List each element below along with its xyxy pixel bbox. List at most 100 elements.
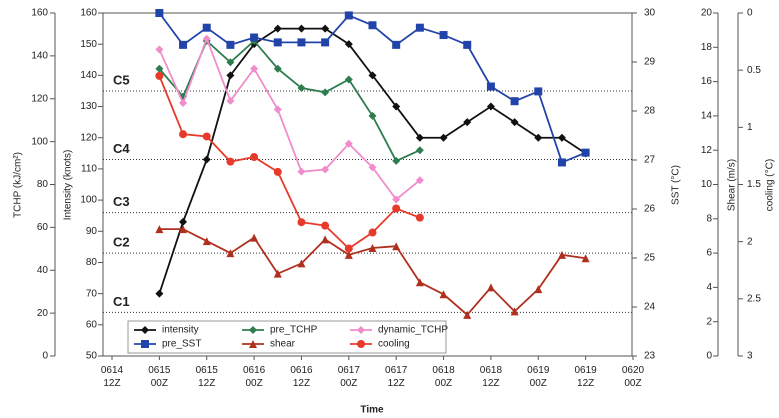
marker <box>344 40 353 49</box>
threshold-label: C3 <box>113 194 130 209</box>
marker <box>297 167 306 176</box>
marker <box>321 38 330 47</box>
marker <box>415 213 424 222</box>
y-tick-label: 70 <box>86 288 98 299</box>
marker <box>273 167 282 176</box>
series-line <box>158 75 421 250</box>
x-tick-label: 0614 12Z <box>101 365 124 389</box>
marker <box>297 218 306 227</box>
marker <box>179 217 188 226</box>
marker <box>510 118 519 127</box>
marker <box>179 130 188 139</box>
y-tick-label: 1 <box>747 122 753 133</box>
y-tick-label: 2 <box>706 316 712 327</box>
marker <box>368 71 377 80</box>
y-axis-title: cooling (°C) <box>765 159 776 211</box>
marker <box>179 225 188 234</box>
y-tick-label: 60 <box>86 319 98 330</box>
marker <box>368 228 377 237</box>
y-tick-label: 40 <box>37 265 49 276</box>
marker <box>202 237 211 246</box>
y-tick-label: 1.5 <box>747 179 761 190</box>
y-tick-label: 27 <box>644 155 656 166</box>
marker <box>486 283 495 292</box>
y-tick-label: 120 <box>31 93 48 104</box>
y-tick-label: 3 <box>747 351 753 362</box>
y-tick-label: 160 <box>80 8 97 19</box>
marker <box>510 307 519 316</box>
x-tick-label: 0615 00Z <box>148 365 171 389</box>
marker <box>392 102 401 111</box>
y-tick-label: 100 <box>80 195 97 206</box>
marker <box>344 244 353 253</box>
marker <box>250 153 259 162</box>
marker <box>226 157 235 166</box>
marker <box>486 82 495 91</box>
marker <box>534 285 543 294</box>
x-tick-label: 0618 12Z <box>480 365 503 389</box>
y-tick-label: 8 <box>706 213 712 224</box>
legend-label: pre_SST <box>162 339 201 350</box>
marker <box>344 11 353 20</box>
marker <box>273 64 282 73</box>
marker <box>415 133 424 142</box>
marker <box>297 84 306 93</box>
marker <box>202 34 211 43</box>
y-tick-label: 20 <box>37 308 49 319</box>
marker <box>368 21 377 30</box>
legend-marker <box>357 340 365 348</box>
y-axis-title: TCHP (kJ/cm²) <box>13 152 24 218</box>
x-tick-label: 0615 12Z <box>196 365 219 389</box>
x-tick-label: 0616 12Z <box>290 365 313 389</box>
marker <box>179 40 188 49</box>
marker <box>155 45 164 54</box>
y-tick-label: 0 <box>42 351 48 362</box>
legend-marker <box>249 326 257 334</box>
series-line <box>159 228 586 317</box>
y-tick-label: 80 <box>86 257 98 268</box>
marker <box>226 40 235 49</box>
marker <box>250 33 259 42</box>
x-tick-label: 0617 00Z <box>338 365 361 389</box>
marker <box>226 71 235 80</box>
legend: intensity pre_TCHP dynamic_TCHP pre_SST shea… <box>127 320 448 354</box>
y-tick-label: 14 <box>701 111 713 122</box>
marker <box>392 195 401 204</box>
marker <box>463 40 472 49</box>
marker <box>557 133 566 142</box>
marker <box>344 75 353 84</box>
marker <box>368 163 377 172</box>
y-tick-label: 60 <box>37 222 49 233</box>
y-axis-title: SST (°C) <box>671 165 682 205</box>
legend-label: intensity <box>162 325 199 336</box>
marker <box>392 156 401 165</box>
marker <box>297 24 306 33</box>
threshold-label: C2 <box>113 235 130 250</box>
marker <box>273 269 282 278</box>
legend-marker <box>357 326 365 334</box>
marker <box>273 38 282 47</box>
marker <box>557 158 566 167</box>
marker <box>321 24 330 33</box>
x-tick-label: 0617 12Z <box>385 365 408 389</box>
marker <box>581 254 590 263</box>
legend-box <box>127 320 447 354</box>
y-tick-label: 150 <box>80 39 97 50</box>
marker <box>273 105 282 114</box>
x-axis-title: Time <box>360 405 384 416</box>
marker <box>226 58 235 67</box>
legend-label: dynamic_TCHP <box>378 325 448 336</box>
marker <box>297 38 306 47</box>
series-line <box>158 36 421 201</box>
y-tick-label: 130 <box>80 101 97 112</box>
marker <box>155 9 164 17</box>
marker <box>510 97 519 106</box>
marker <box>557 250 566 259</box>
y-tick-label: 10 <box>701 179 713 190</box>
marker <box>486 102 495 111</box>
y-tick-label: 160 <box>31 8 48 19</box>
marker <box>463 118 472 127</box>
marker <box>415 23 424 32</box>
y-tick-label: 23 <box>644 351 656 362</box>
